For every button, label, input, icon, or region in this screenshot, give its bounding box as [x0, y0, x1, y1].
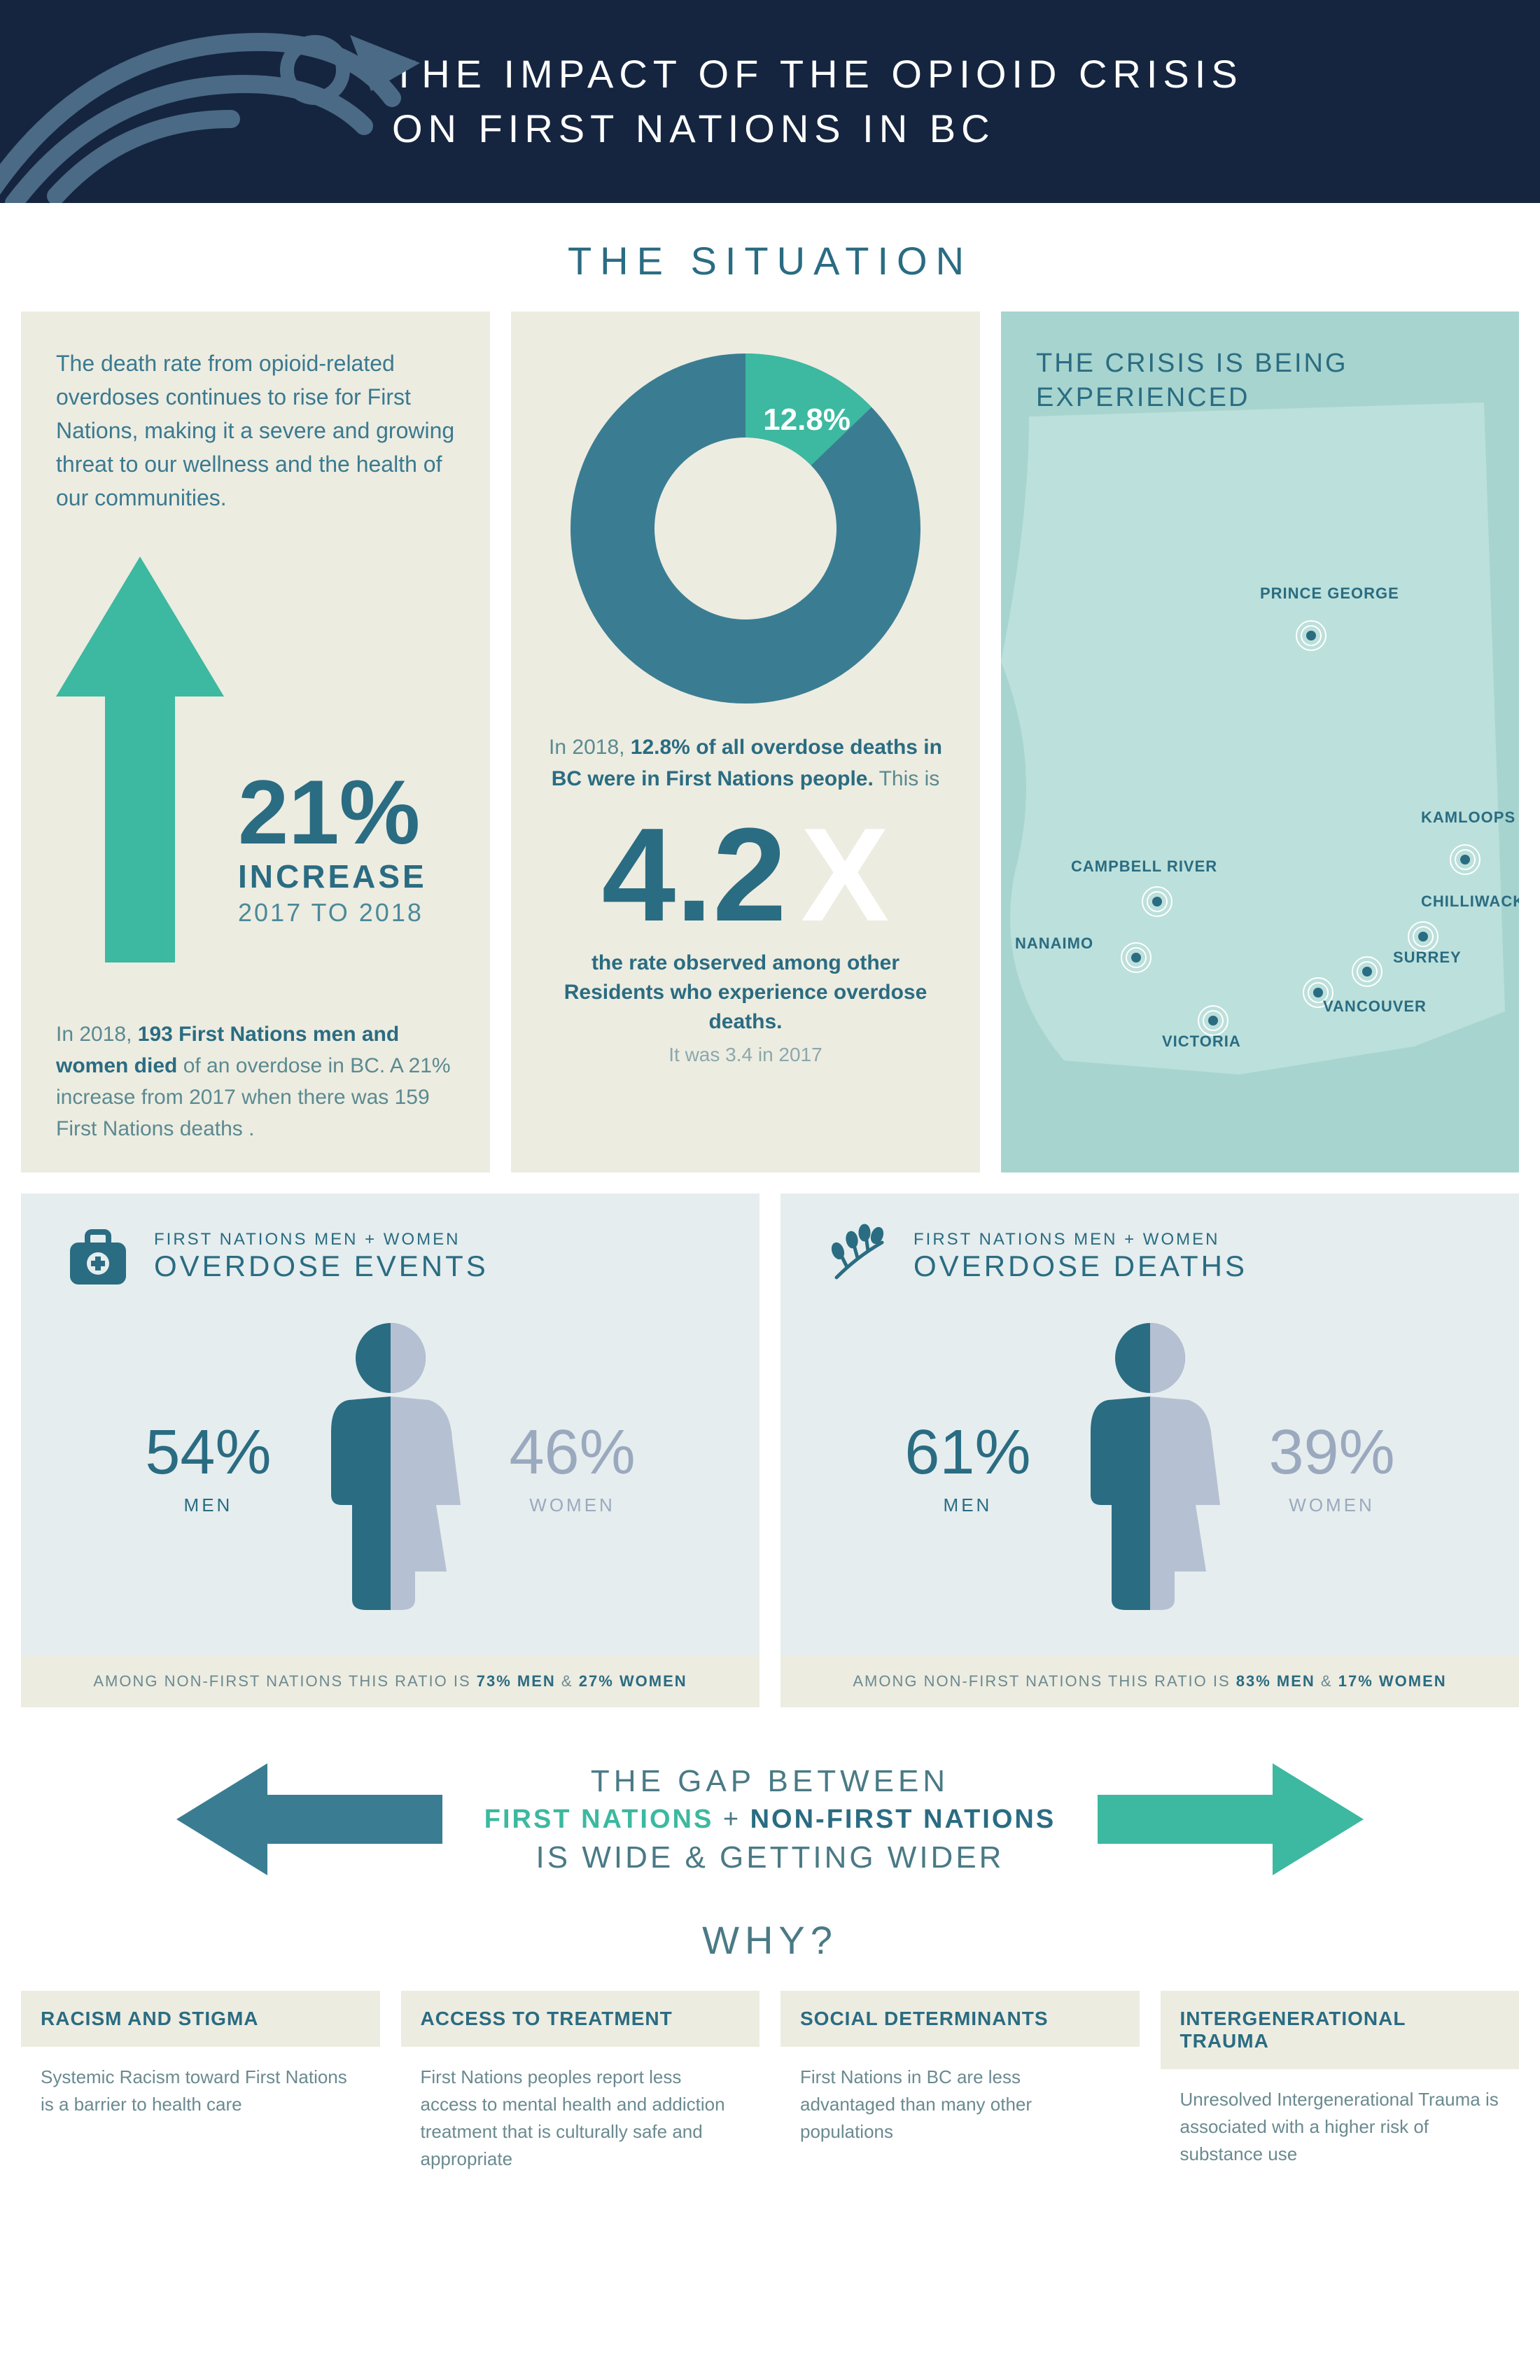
arrow-left-icon	[176, 1763, 442, 1875]
gap-section: THE GAP BETWEEN FIRST NATIONS + NON-FIRS…	[0, 1735, 1540, 2201]
reason-body: First Nations peoples report less access…	[401, 2047, 760, 2201]
x-label: X	[801, 808, 890, 941]
deaths-women-stat: 39% WOMEN	[1269, 1417, 1395, 1516]
events-women-stat: 46% WOMEN	[510, 1417, 636, 1516]
deaths-men-stat: 61% MEN	[904, 1417, 1030, 1516]
header-title-line2: ON FIRST NATIONS IN BC	[392, 102, 1243, 156]
situation-row: The death rate from opioid-related overd…	[0, 312, 1540, 1172]
years-label: 2017 TO 2018	[238, 898, 427, 927]
city-label: SURREY	[1393, 948, 1462, 967]
why-heading: WHY?	[21, 1917, 1519, 1963]
header-title-line1: THE IMPACT OF THE OPIOID CRISIS	[392, 47, 1243, 102]
person-split-icon	[1059, 1320, 1241, 1614]
donut-pct-label: 12.8%	[763, 402, 850, 438]
gender-row: FIRST NATIONS MEN + WOMEN OVERDOSE EVENT…	[0, 1172, 1540, 1707]
events-men-stat: 54% MEN	[145, 1417, 271, 1516]
arrow-up-icon	[56, 556, 224, 976]
events-title: OVERDOSE EVENTS	[154, 1250, 489, 1283]
header-title: THE IMPACT OF THE OPIOID CRISIS ON FIRST…	[392, 47, 1243, 157]
eagle-logo-icon	[0, 0, 434, 203]
events-subtitle: FIRST NATIONS MEN + WOMEN	[154, 1230, 489, 1250]
person-split-icon	[300, 1320, 482, 1614]
map-card: THE CRISIS IS BEING EXPERIENCED MOST ACU…	[1001, 312, 1519, 1172]
reason-card: ACCESS TO TREATMENTFirst Nations peoples…	[401, 1991, 760, 2201]
deaths-title: OVERDOSE DEATHS	[913, 1250, 1247, 1283]
donut-chart: 12.8%	[564, 346, 927, 710]
reason-body: Systemic Racism toward First Nations is …	[21, 2047, 380, 2146]
reason-body: First Nations in BC are less advantaged …	[780, 2047, 1140, 2174]
branch-icon	[822, 1222, 892, 1292]
reason-heading: INTERGENERATIONAL TRAUMA	[1161, 1991, 1520, 2069]
reason-body: Unresolved Intergenerational Trauma is a…	[1161, 2069, 1520, 2196]
city-label: CAMPBELL RIVER	[1071, 858, 1217, 876]
overdose-events-box: FIRST NATIONS MEN + WOMEN OVERDOSE EVENT…	[21, 1194, 760, 1707]
reason-card: INTERGENERATIONAL TRAUMAUnresolved Inter…	[1161, 1991, 1520, 2201]
intro-paragraph: The death rate from opioid-related overd…	[56, 346, 455, 514]
increase-label: INCREASE	[238, 858, 427, 895]
gap-text: THE GAP BETWEEN FIRST NATIONS + NON-FIRS…	[484, 1764, 1056, 1875]
deaths-subtitle: FIRST NATIONS MEN + WOMEN	[913, 1230, 1247, 1250]
number-4-2: 4.2	[602, 808, 787, 941]
arrow-right-icon	[1098, 1763, 1364, 1875]
arrow-stat: 21% INCREASE 2017 TO 2018	[56, 556, 455, 1004]
overdose-deaths-box: FIRST NATIONS MEN + WOMEN OVERDOSE DEATH…	[780, 1194, 1519, 1707]
city-marker	[1295, 620, 1327, 652]
rate-subtext: It was 3.4 in 2017	[546, 1044, 945, 1066]
reason-heading: RACISM AND STIGMA	[21, 1991, 380, 2047]
city-marker	[1141, 886, 1173, 918]
bc-map-icon	[1001, 382, 1519, 1082]
rate-text: the rate observed among other Residents …	[546, 948, 945, 1037]
donut-card: 12.8% In 2018, 12.8% of all overdose dea…	[511, 312, 980, 1172]
city-marker	[1351, 955, 1383, 988]
city-label: VANCOUVER	[1323, 997, 1427, 1016]
events-footer: AMONG NON-FIRST NATIONS THIS RATIO IS 73…	[21, 1656, 760, 1707]
city-marker	[1120, 941, 1152, 974]
city-marker	[1449, 844, 1481, 876]
deaths-footer: AMONG NON-FIRST NATIONS THIS RATIO IS 83…	[780, 1656, 1519, 1707]
reason-heading: ACCESS TO TREATMENT	[401, 1991, 760, 2047]
increase-card: The death rate from opioid-related overd…	[21, 312, 490, 1172]
city-label: KAMLOOPS	[1421, 808, 1516, 827]
city-label: NANAIMO	[1015, 934, 1093, 953]
city-label: CHILLIWACK	[1421, 892, 1519, 911]
reason-card: SOCIAL DETERMINANTSFirst Nations in BC a…	[780, 1991, 1140, 2201]
percent-21: 21%	[238, 766, 427, 858]
reason-heading: SOCIAL DETERMINANTS	[780, 1991, 1140, 2047]
page-header: THE IMPACT OF THE OPIOID CRISIS ON FIRST…	[0, 0, 1540, 203]
reasons-row: RACISM AND STIGMASystemic Racism toward …	[21, 1991, 1519, 2201]
section-title-situation: THE SITUATION	[0, 238, 1540, 284]
donut-text: In 2018, 12.8% of all overdose deaths in…	[546, 732, 945, 794]
city-label: PRINCE GEORGE	[1260, 584, 1399, 603]
reason-card: RACISM AND STIGMASystemic Racism toward …	[21, 1991, 380, 2201]
card1-footer: In 2018, 193 First Nations men and women…	[56, 1018, 455, 1144]
city-label: VICTORIA	[1162, 1032, 1241, 1051]
multiplier-stat: 4.2 X	[546, 808, 945, 941]
medical-bag-icon	[63, 1222, 133, 1292]
